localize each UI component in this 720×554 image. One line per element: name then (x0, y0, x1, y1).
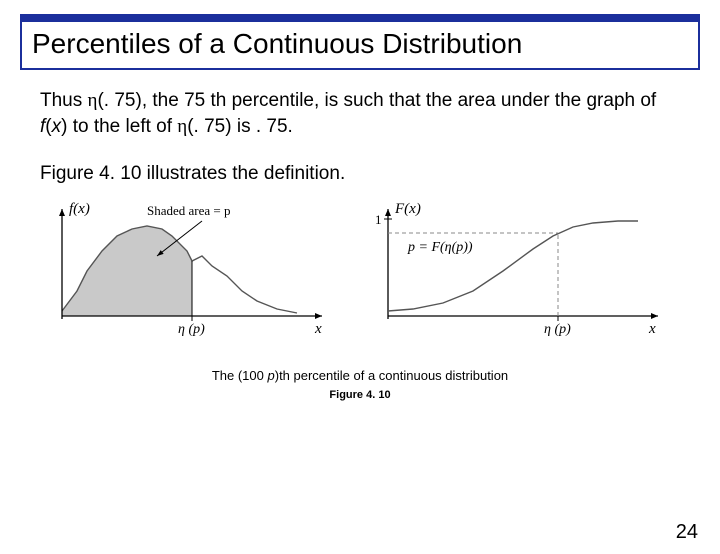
title-box: Percentiles of a Continuous Distribution (20, 14, 700, 70)
svg-text:p = F(η(p)): p = F(η(p)) (407, 240, 473, 255)
svg-text:F(x): F(x) (394, 201, 421, 217)
svg-text:f(x): f(x) (69, 201, 90, 217)
p1-a: Thus (40, 90, 88, 111)
svg-text:x: x (314, 321, 322, 337)
page-title: Percentiles of a Continuous Distribution (32, 28, 688, 60)
figure-label: Figure 4. 10 (0, 389, 720, 401)
cap-a: The (100 (212, 368, 268, 383)
eta-1: η (88, 90, 98, 111)
page-number: 24 (676, 521, 698, 544)
cdf-chart: F(x) 1 p = F(η(p)) η (p) x (373, 201, 673, 356)
pdf-chart: Shaded area = p f(x) η (p) x (47, 201, 347, 356)
fx-x: x (52, 116, 62, 137)
svg-text:η (p): η (p) (178, 322, 205, 337)
svg-text:x: x (648, 321, 656, 337)
p1-b: (. 75), the 75 th percentile, is such th… (97, 90, 656, 111)
p1-d: ) to the left of (61, 116, 177, 137)
svg-text:Shaded area = p: Shaded area = p (147, 203, 231, 218)
p1-e: (. 75) is . 75. (187, 116, 293, 137)
figure-caption: The (100 p)th percentile of a continuous… (0, 368, 720, 383)
cap-p: p (268, 368, 275, 383)
paragraph-2: Figure 4. 10 illustrates the definition. (40, 161, 680, 187)
paragraph-1: Thus η(. 75), the 75 th percentile, is s… (40, 88, 680, 139)
eta-2: η (177, 116, 187, 137)
svg-text:1: 1 (375, 212, 382, 227)
figures-row: Shaded area = p f(x) η (p) x F(x) 1 p = F(η(p… (20, 201, 700, 356)
cap-b: )th percentile of a continuous distribut… (275, 368, 508, 383)
svg-text:η (p): η (p) (544, 322, 571, 337)
